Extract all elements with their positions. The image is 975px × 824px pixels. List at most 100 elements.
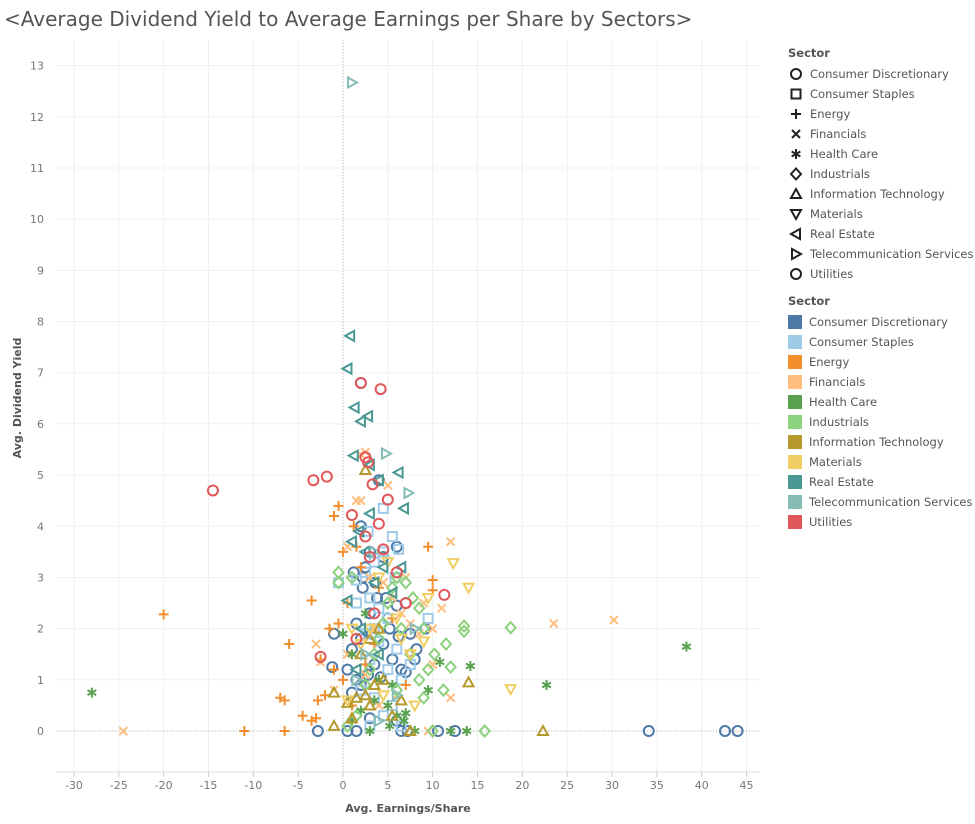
data-point-consumer-staples <box>391 643 403 655</box>
shape-legend-item-financials[interactable]: Financials <box>788 124 973 144</box>
shape-legend[interactable]: Sector Consumer Discretionary Consumer St… <box>788 46 974 284</box>
data-point-real-estate <box>396 501 409 516</box>
x-tick-label: 10 <box>426 779 440 792</box>
data-point-industrials <box>363 662 377 677</box>
color-legend-item-materials[interactable]: Materials <box>788 452 973 472</box>
data-point-industrials <box>504 620 518 635</box>
x-tick-label: 5 <box>384 779 391 792</box>
color-swatch <box>788 475 802 489</box>
x-tick-label: 45 <box>740 779 754 792</box>
data-point-energy <box>324 623 335 634</box>
data-point-industrials <box>381 596 395 611</box>
color-legend-item-information-technology[interactable]: Information Technology <box>788 432 973 452</box>
data-point-information-technology <box>372 621 386 634</box>
data-point-consumer-discretionary <box>386 653 399 666</box>
data-point-utilities <box>366 478 379 491</box>
shape-legend-label: Health Care <box>810 147 879 161</box>
color-swatch <box>788 335 802 349</box>
diamond-icon <box>789 167 803 181</box>
color-swatch <box>788 315 802 329</box>
asterisk-icon <box>791 149 801 159</box>
circle-icon <box>790 68 802 80</box>
plus-icon <box>791 109 801 119</box>
color-legend-item-financials[interactable]: Financials <box>788 372 973 392</box>
data-point-real-estate <box>353 414 366 429</box>
data-point-utilities <box>399 597 412 610</box>
data-point-consumer-staples <box>364 592 376 604</box>
shape-legend-item-telecommunication-services[interactable]: Telecommunication Services <box>788 244 974 264</box>
data-point-health-care <box>347 649 357 660</box>
y-tick-label: 4 <box>37 520 44 533</box>
shape-legend-item-consumer-staples[interactable]: Consumer Staples <box>788 84 973 104</box>
y-tick-label: 0 <box>37 725 44 738</box>
data-point-utilities <box>206 484 219 497</box>
color-legend-item-industrials[interactable]: Industrials <box>788 412 973 432</box>
data-point-materials <box>403 649 417 662</box>
color-legend-item-energy[interactable]: Energy <box>788 352 973 372</box>
shape-legend-label: Information Technology <box>810 187 945 201</box>
data-point-energy <box>333 500 344 511</box>
data-point-utilities <box>354 376 367 389</box>
data-point-financials <box>427 623 438 634</box>
data-point-health-care <box>423 685 434 696</box>
data-point-materials <box>340 695 355 708</box>
cross-icon <box>791 129 801 139</box>
triangle-left-icon <box>788 227 801 241</box>
data-point-telecommunication-services <box>373 714 386 728</box>
color-legend-item-consumer-discretionary[interactable]: Consumer Discretionary <box>788 312 973 332</box>
data-point-industrials <box>437 683 450 698</box>
data-point-health-care <box>399 715 409 726</box>
color-legend-item-real-estate[interactable]: Real Estate <box>788 472 973 492</box>
data-point-health-care <box>681 641 692 652</box>
color-swatch <box>788 435 802 449</box>
data-point-energy <box>329 664 340 675</box>
color-swatch <box>788 455 802 469</box>
shape-legend-item-information-technology[interactable]: Information Technology <box>788 184 973 204</box>
y-tick-label: 13 <box>30 60 44 73</box>
color-legend-label: Telecommunication Services <box>809 495 973 509</box>
data-point-industrials <box>457 619 471 634</box>
data-point-consumer-discretionary <box>311 725 324 738</box>
shape-legend-item-real-estate[interactable]: Real Estate <box>788 224 973 244</box>
data-point-industrials <box>428 647 441 662</box>
shape-legend-item-health-care[interactable]: Health Care <box>788 144 973 164</box>
data-point-real-estate <box>391 465 404 480</box>
data-point-energy <box>279 726 290 737</box>
data-point-utilities <box>438 588 451 601</box>
data-point-industrials <box>444 660 457 675</box>
shape-legend-item-energy[interactable]: Energy <box>788 104 973 124</box>
data-point-industrials <box>417 621 431 636</box>
shape-legend-item-industrials[interactable]: Industrials <box>788 164 973 184</box>
data-point-financials <box>609 615 619 625</box>
data-point-industrials <box>426 724 440 739</box>
data-marks <box>87 75 744 739</box>
triangle-down-icon <box>789 209 803 222</box>
data-point-energy <box>158 609 169 620</box>
data-point-consumer-staples <box>422 612 434 624</box>
circle-icon <box>790 268 802 280</box>
color-legend-item-health-care[interactable]: Health Care <box>788 392 973 412</box>
color-legend-item-telecommunication-services[interactable]: Telecommunication Services <box>788 492 973 512</box>
color-legend[interactable]: Sector Consumer Discretionary Consumer St… <box>788 294 973 532</box>
data-point-telecommunication-services <box>409 621 422 636</box>
data-point-information-technology <box>363 631 377 644</box>
data-point-utilities <box>350 632 363 645</box>
gridlines <box>56 40 760 777</box>
data-point-information-technology <box>358 462 373 475</box>
data-point-utilities <box>307 474 320 487</box>
data-point-industrials <box>399 575 413 590</box>
x-tick-label: 35 <box>650 779 664 792</box>
triangle-up-icon <box>789 186 803 199</box>
color-legend-item-consumer-staples[interactable]: Consumer Staples <box>788 332 973 352</box>
data-point-industrials <box>345 570 359 585</box>
square-icon <box>790 88 802 100</box>
data-point-financials <box>436 603 447 613</box>
shape-legend-item-consumer-discretionary[interactable]: Consumer Discretionary <box>788 64 973 84</box>
data-point-health-care <box>384 720 395 731</box>
shape-legend-label: Utilities <box>810 267 854 281</box>
shape-legend-item-materials[interactable]: Materials <box>788 204 973 224</box>
data-point-consumer-staples <box>377 502 389 514</box>
shape-legend-item-utilities[interactable]: Utilities <box>788 264 973 284</box>
color-legend-item-utilities[interactable]: Utilities <box>788 512 973 532</box>
